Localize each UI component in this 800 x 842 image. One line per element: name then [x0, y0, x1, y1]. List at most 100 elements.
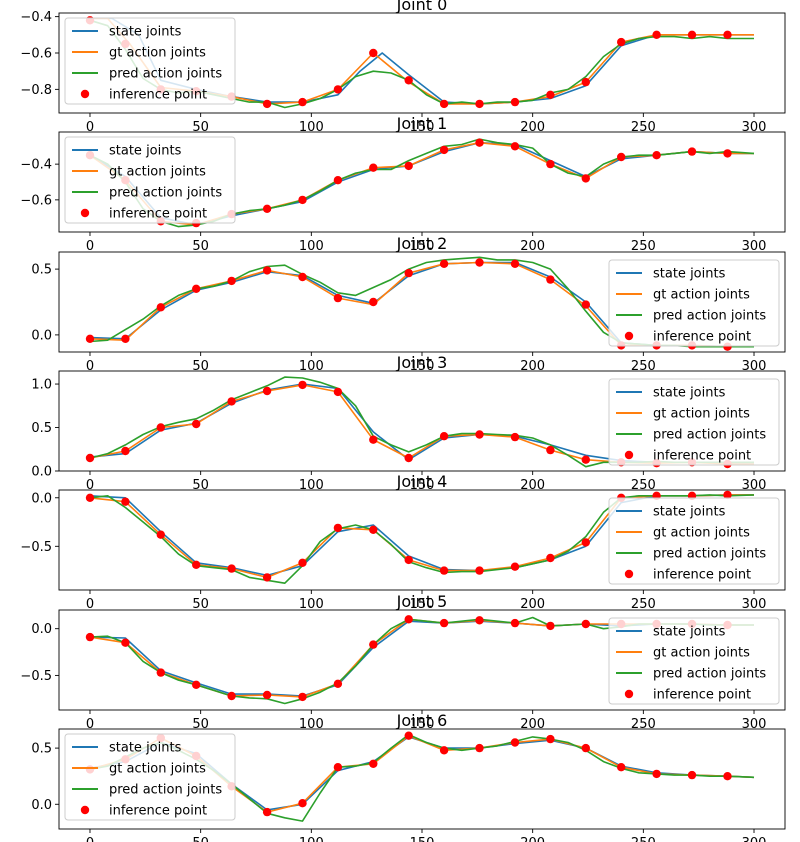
legend: state joints gt action joints pred action … [64, 733, 236, 821]
x-tick-label: 200 [520, 717, 545, 732]
inference-point [546, 275, 555, 284]
joint-panel-4: 0.0 −0.5 0 50 100 150 200 250 300 state joints gt … [20, 472, 786, 612]
inference-point [85, 453, 95, 463]
inference-point [475, 430, 484, 439]
inference-point [510, 432, 520, 442]
x-tick-label: 300 [742, 239, 767, 254]
x-tick-label: 300 [742, 836, 767, 842]
x-tick-label: 200 [520, 836, 545, 842]
legend-box [608, 497, 780, 585]
inference-point [439, 566, 449, 575]
inference-point [227, 276, 236, 286]
inference-point [404, 731, 413, 740]
x-tick-label: 100 [299, 717, 324, 732]
inference-point [439, 259, 449, 268]
joint-panel-1: −0.4 −0.6 0 50 100 150 200 250 300 state joints gt… [20, 114, 786, 254]
legend: state joints gt action joints pred action … [608, 259, 780, 347]
inference-point [262, 573, 272, 582]
legend-label: inference point [653, 330, 751, 345]
inference-point [262, 386, 272, 396]
inference-point [192, 680, 201, 689]
x-tick-label: 0 [86, 717, 94, 732]
x-tick-label: 300 [742, 120, 767, 135]
inference-point [192, 419, 201, 429]
inference-point [546, 734, 555, 744]
legend: state joints gt action joints pred action … [608, 497, 780, 585]
inference-point [546, 445, 555, 455]
panel-title: Joint 5 [396, 592, 448, 611]
legend-label: inference point [653, 688, 751, 703]
y-tick-label: −0.5 [20, 540, 52, 555]
inference-point [581, 743, 590, 753]
joint-panel-6: 0.5 0.0 0 50 100 150 200 250 300 state joints gt a… [31, 711, 786, 842]
legend: state joints gt action joints pred action … [608, 617, 780, 705]
legend-label: gt action joints [653, 526, 750, 541]
legend-box [608, 259, 780, 347]
inference-point [617, 763, 626, 772]
y-tick-label: −0.6 [20, 47, 52, 62]
panel-title: Joint 6 [396, 711, 448, 730]
x-tick-label: 50 [192, 239, 209, 254]
inference-point [687, 30, 697, 39]
inference-point [404, 615, 413, 624]
inference-point [227, 564, 236, 573]
x-tick-label: 150 [410, 359, 435, 374]
inference-point [298, 97, 307, 107]
legend-label: inference point [653, 449, 751, 464]
y-tick-label: 0.5 [31, 742, 52, 757]
y-tick-label: 0.0 [31, 328, 52, 343]
inference-point [581, 455, 590, 464]
x-tick-label: 50 [192, 120, 209, 135]
x-tick-label: 100 [299, 836, 324, 842]
legend-label: gt action joints [109, 165, 206, 180]
inference-point [652, 769, 661, 779]
x-tick-label: 250 [631, 717, 656, 732]
legend-label: inference point [653, 568, 751, 583]
inference-point [262, 807, 272, 817]
legend-swatch [80, 208, 90, 218]
inference-point [546, 159, 555, 169]
inference-point [85, 334, 95, 343]
y-tick-label: −0.4 [20, 158, 52, 173]
inference-point [369, 48, 378, 58]
y-tick-label: 1.0 [31, 378, 52, 393]
x-tick-label: 0 [86, 239, 94, 254]
x-tick-label: 0 [86, 836, 94, 842]
inference-point [298, 380, 307, 390]
inference-point [439, 99, 449, 109]
legend-label: pred action joints [653, 667, 766, 682]
y-tick-label: 0.0 [31, 622, 52, 637]
y-tick-label: −0.6 [20, 193, 52, 208]
x-tick-label: 200 [520, 359, 545, 374]
inference-point [262, 204, 272, 213]
x-tick-label: 300 [742, 717, 767, 732]
inference-point [475, 99, 484, 109]
inference-point [404, 453, 413, 463]
inference-point [475, 743, 484, 753]
inference-point [439, 432, 449, 441]
y-tick-label: 0.0 [31, 491, 52, 506]
x-tick-label: 300 [742, 597, 767, 612]
x-tick-label: 150 [410, 836, 435, 842]
inference-point [192, 284, 201, 293]
legend-label: gt action joints [653, 288, 750, 303]
legend-label: inference point [109, 804, 207, 819]
inference-point [617, 152, 626, 162]
inference-point [723, 149, 732, 158]
inference-point [652, 30, 661, 39]
x-tick-label: 250 [631, 359, 656, 374]
x-tick-label: 250 [631, 120, 656, 135]
legend-box [64, 136, 236, 224]
inference-point [227, 397, 236, 406]
inference-point [581, 174, 590, 183]
legend-label: gt action joints [653, 646, 750, 661]
x-tick-label: 50 [192, 717, 209, 732]
x-tick-label: 250 [631, 836, 656, 842]
inference-point [333, 523, 343, 533]
inference-point [475, 258, 484, 267]
x-tick-label: 200 [520, 120, 545, 135]
x-tick-label: 100 [299, 120, 324, 135]
inference-point [192, 560, 201, 569]
inference-point [581, 619, 590, 629]
inference-point [369, 297, 378, 307]
